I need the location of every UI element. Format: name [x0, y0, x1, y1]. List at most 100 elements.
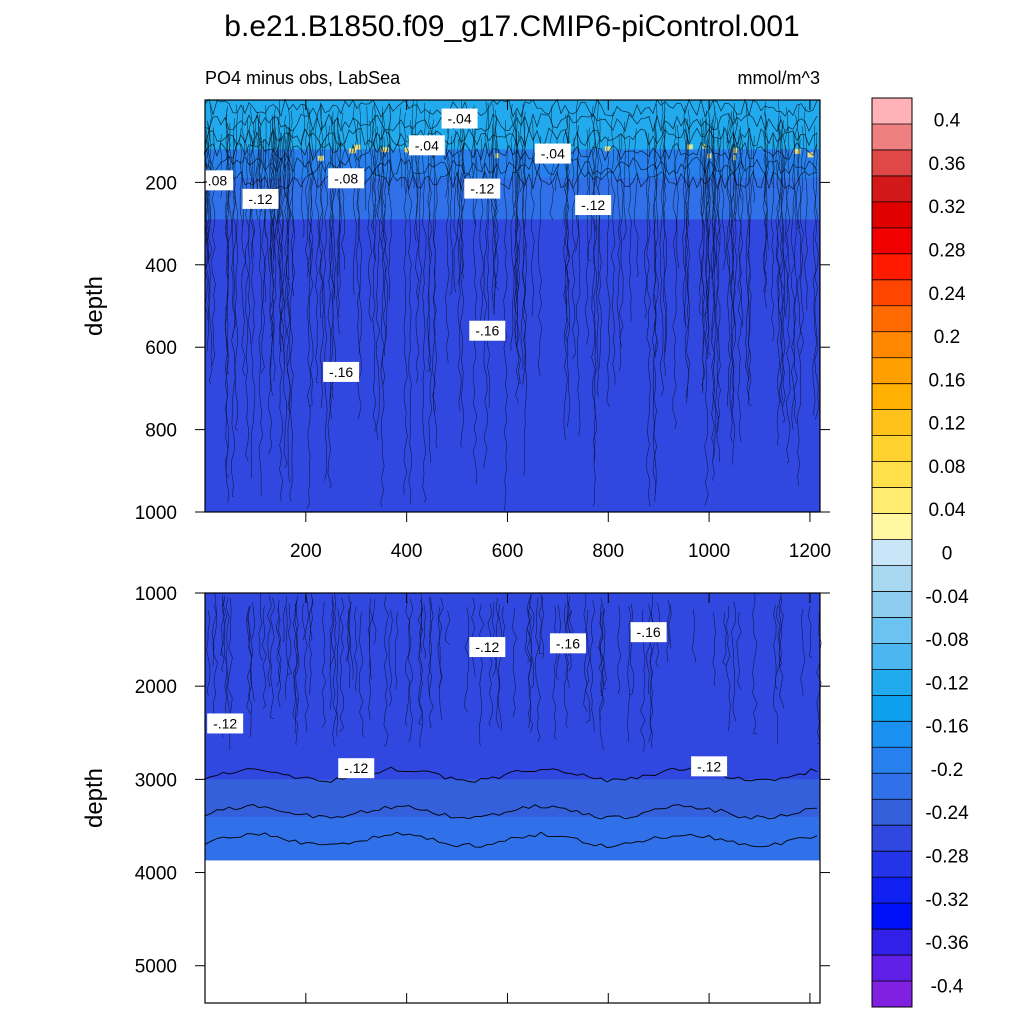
- upper-contour-line: [355, 121, 361, 355]
- upper-contour-line: [711, 100, 716, 340]
- upper-contour-line: [309, 128, 314, 408]
- upper-contour-line: [732, 102, 738, 325]
- lower-contour-line: [321, 601, 327, 728]
- upper-contour-label: -.12: [242, 188, 279, 209]
- upper-surface-streak: [354, 144, 361, 150]
- upper-contour-line: [286, 126, 291, 483]
- upper-contour-label-box: [575, 195, 612, 216]
- upper-contour-line: [584, 129, 589, 345]
- upper-contour-line: [812, 125, 818, 416]
- lower-contour-line: [212, 593, 218, 729]
- upper-contour-line: [780, 122, 785, 404]
- upper-surface-streak: [349, 148, 357, 154]
- upper-contour-line: [244, 118, 250, 462]
- upper-contour-line: [408, 120, 413, 504]
- upper-y-tick-label: 600: [145, 338, 177, 359]
- upper-contour-line: [490, 103, 495, 218]
- upper-dense-patch: [487, 388, 506, 512]
- colorbar-label: 0.24: [929, 284, 966, 305]
- upper-contour-line: [433, 130, 438, 449]
- lower-contour-line: [372, 599, 377, 645]
- upper-contour-line: [519, 113, 524, 193]
- lower-contour-label: -.12: [469, 637, 506, 658]
- upper-surface-streak: [381, 147, 389, 153]
- upper-contour-line: [250, 122, 256, 478]
- colorbar-swatch: [872, 539, 912, 566]
- lower-contour-line: [358, 611, 364, 738]
- lower-contour-line: [227, 597, 233, 727]
- upper-contour-line: [521, 132, 527, 385]
- lower-contour-label-box: [549, 633, 586, 654]
- lower-contour-line: [712, 612, 716, 687]
- upper-contour-line: [306, 107, 311, 509]
- lower-contour-line: [497, 604, 502, 731]
- upper-contour-line: [662, 127, 666, 190]
- upper-contour-line: [537, 136, 543, 377]
- lower-contour-line: [293, 600, 299, 734]
- upper-contour-line: [375, 126, 381, 440]
- upper-contour-line: [421, 102, 427, 503]
- colorbar-label: 0.08: [929, 457, 966, 478]
- upper-contour-line: [387, 106, 392, 196]
- colorbar-swatch: [872, 331, 912, 359]
- upper-contour-line: [710, 126, 716, 481]
- lower-contour-line: [301, 603, 306, 641]
- lower-contour-line: [562, 603, 569, 728]
- upper-contour-line: [698, 119, 703, 316]
- upper-contour-label: -.04: [534, 143, 571, 164]
- lower-contour-line: [772, 604, 778, 745]
- lower-contour-label: -.12: [207, 713, 244, 734]
- colorbar-swatch: [872, 747, 912, 774]
- lower-frame: [204, 592, 821, 1004]
- upper-contour-label-box: [469, 320, 506, 341]
- colorbar-swatch: [872, 851, 912, 878]
- upper-contour-line: [331, 119, 337, 400]
- lower-contour-line: [589, 600, 596, 732]
- colorbar-label: -0.28: [925, 847, 968, 868]
- upper-surface-streak: [793, 148, 801, 154]
- upper-contour-line: [752, 135, 755, 204]
- colorbar-swatch: [872, 617, 912, 644]
- lower-contour-line: [206, 610, 211, 696]
- upper-contour-line: [268, 121, 273, 455]
- upper-contour-line: [786, 125, 791, 464]
- colorbar-label: 0.4: [934, 111, 961, 132]
- upper-contour-line: [674, 125, 680, 269]
- upper-contour-line: [520, 103, 526, 370]
- upper-contour-line: [762, 110, 767, 293]
- upper-contour-label-text: -.16: [329, 364, 353, 380]
- colorbar-swatch: [872, 175, 912, 203]
- upper-contour-line: [796, 131, 801, 229]
- lower-contour-line: [778, 593, 783, 667]
- upper-contour-line: [731, 137, 736, 465]
- upper-contour-line: [739, 136, 744, 327]
- upper-contour-label-box: [464, 178, 501, 199]
- upper-contour-label: -.04: [441, 108, 478, 129]
- upper-contour-line: [247, 106, 252, 344]
- upper-contour-line: [291, 128, 296, 297]
- upper-surface-streak: [317, 155, 324, 161]
- upper-y-tick-label: 800: [145, 421, 177, 442]
- lower-contour-label: -.16: [549, 633, 586, 654]
- lower-contour-line: [368, 606, 372, 680]
- upper-contour-line: [654, 103, 659, 358]
- upper-contour-line: [272, 115, 277, 382]
- lower-contour-line: [583, 594, 588, 713]
- upper-wavy-contour: [204, 156, 818, 176]
- upper-contour-line: [367, 120, 372, 322]
- colorbar-swatch: [872, 669, 912, 696]
- upper-panel: -.04 -.04 -.04 -.08 -.08 -.12 -.12 -.12 -.16 -.16…: [81, 98, 831, 562]
- upper-contour-line: [780, 129, 783, 200]
- upper-contour-line: [763, 101, 768, 274]
- upper-wavy-contour: [204, 170, 818, 191]
- lower-contour-line: [524, 610, 531, 663]
- upper-y-tick-label: 1000: [135, 503, 177, 524]
- upper-contour-line: [606, 136, 611, 408]
- upper-contour-label: -.12: [464, 178, 501, 199]
- upper-contour-label: -.16: [323, 361, 360, 382]
- upper-contour-label-box: [197, 170, 234, 191]
- upper-contour-lines: [203, 100, 819, 511]
- upper-contour-line: [793, 114, 798, 424]
- upper-contour-line: [530, 120, 535, 316]
